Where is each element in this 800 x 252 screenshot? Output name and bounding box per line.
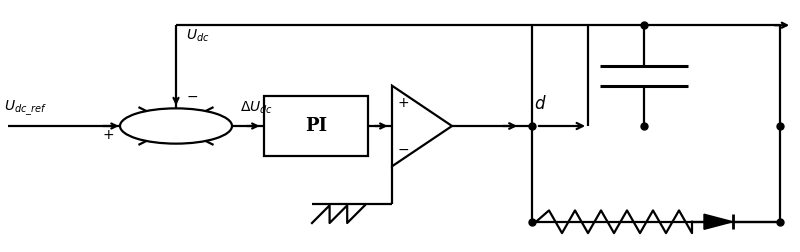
Polygon shape: [392, 86, 452, 166]
Text: $-$: $-$: [397, 142, 410, 156]
Text: $U_{dc\_ref}$: $U_{dc\_ref}$: [4, 99, 47, 118]
Text: PI: PI: [305, 117, 327, 135]
Polygon shape: [704, 214, 733, 229]
Text: $-$: $-$: [186, 89, 198, 103]
Text: $+$: $+$: [102, 128, 114, 142]
Text: $U_{dc}$: $U_{dc}$: [186, 28, 210, 44]
Circle shape: [120, 108, 232, 144]
Text: $+$: $+$: [397, 96, 410, 110]
Text: $d$: $d$: [534, 96, 546, 113]
Text: $\Delta U_{dc}$: $\Delta U_{dc}$: [240, 100, 273, 116]
Bar: [264, 96, 368, 156]
